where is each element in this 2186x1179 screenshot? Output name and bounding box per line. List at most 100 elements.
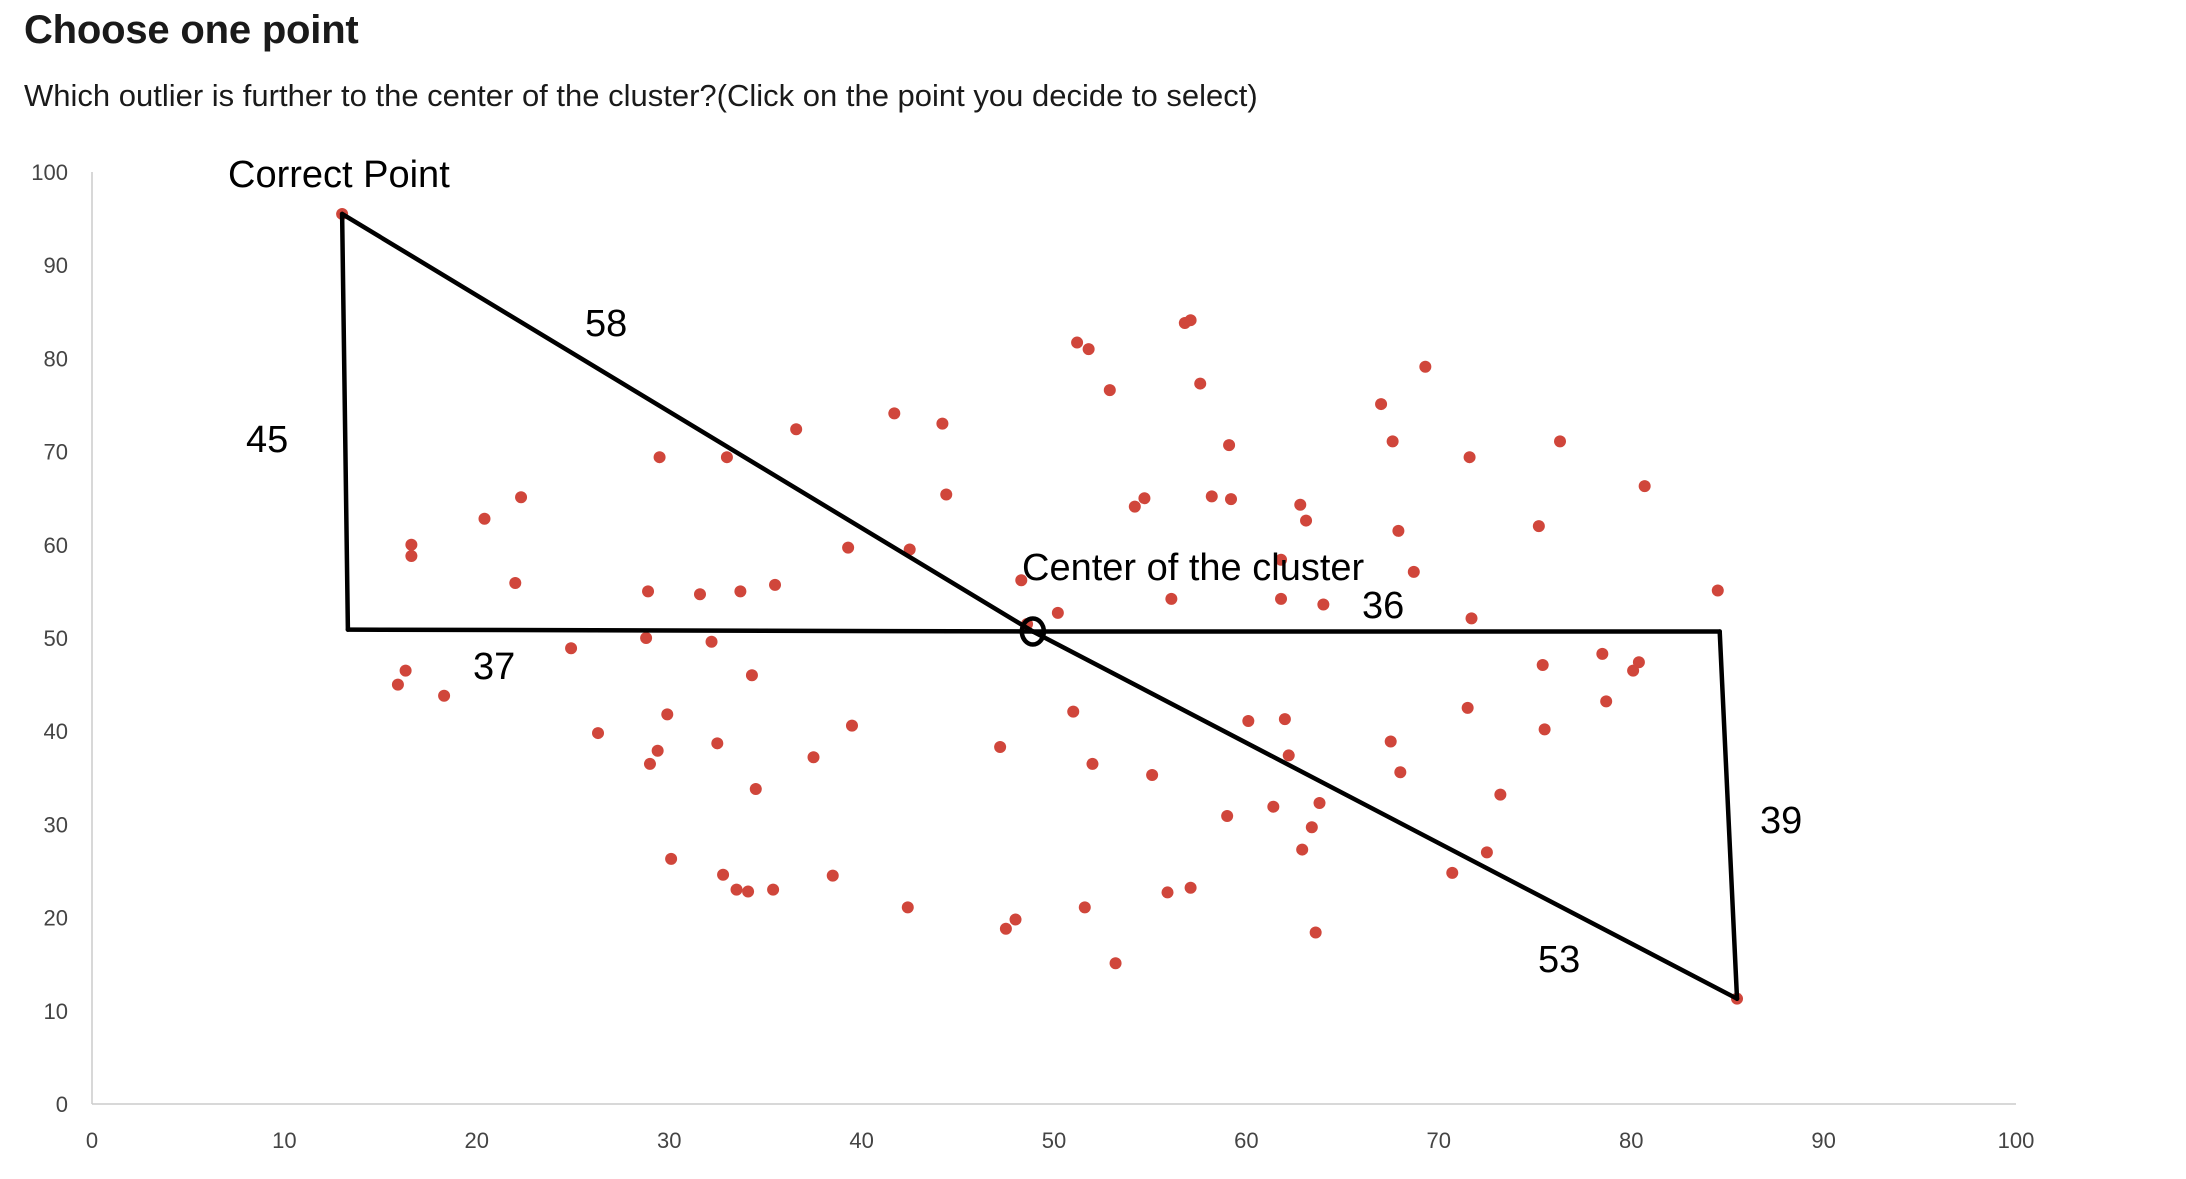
data-point[interactable] [693, 588, 706, 601]
data-point[interactable] [661, 708, 674, 721]
data-point[interactable] [643, 757, 656, 770]
data-point[interactable] [1480, 846, 1493, 859]
data-point[interactable] [1536, 659, 1549, 672]
data-point[interactable] [705, 635, 718, 648]
data-point[interactable] [1109, 957, 1122, 970]
data-point[interactable] [1392, 524, 1405, 537]
data-point[interactable] [1225, 493, 1238, 506]
data-point[interactable] [1627, 664, 1640, 677]
data-point[interactable] [1128, 500, 1141, 513]
data-point[interactable] [1275, 592, 1288, 605]
data-point[interactable] [903, 543, 916, 556]
data-point[interactable] [717, 868, 730, 881]
data-point[interactable] [1407, 565, 1420, 578]
data-point[interactable] [1184, 314, 1197, 327]
data-point[interactable] [1146, 769, 1159, 782]
data-point[interactable] [1275, 553, 1288, 566]
data-point[interactable] [940, 488, 953, 501]
data-point[interactable] [1242, 714, 1255, 727]
data-point[interactable] [405, 538, 418, 551]
data-point[interactable] [807, 751, 820, 764]
data-point[interactable] [1394, 766, 1407, 779]
data-point[interactable] [749, 782, 762, 795]
data-point[interactable] [1223, 439, 1236, 452]
data-point[interactable] [1009, 913, 1022, 926]
data-point[interactable] [1296, 843, 1309, 856]
data-point[interactable] [1313, 796, 1326, 809]
data-point[interactable] [1071, 336, 1084, 349]
data-point[interactable] [653, 451, 666, 464]
data-point[interactable] [509, 577, 522, 590]
data-point[interactable] [391, 678, 404, 691]
data-point[interactable] [1711, 584, 1724, 597]
data-point[interactable] [1419, 360, 1432, 373]
data-point[interactable] [1384, 735, 1397, 748]
data-point[interactable] [1194, 377, 1207, 390]
data-point[interactable] [1184, 881, 1197, 894]
data-point[interactable] [592, 727, 605, 740]
data-point[interactable] [1015, 574, 1028, 587]
data-point[interactable] [1463, 451, 1476, 464]
data-point[interactable] [665, 852, 678, 865]
data-point[interactable] [1165, 592, 1178, 605]
data-point[interactable] [1494, 788, 1507, 801]
data-point[interactable] [745, 669, 758, 682]
data-point[interactable] [478, 512, 491, 525]
data-point[interactable] [565, 642, 578, 655]
data-point[interactable] [640, 632, 653, 644]
data-point[interactable] [1086, 757, 1099, 770]
data-point[interactable] [720, 451, 733, 464]
data-point[interactable] [1446, 866, 1459, 879]
data-point[interactable] [1532, 520, 1545, 533]
data-point[interactable] [1294, 498, 1307, 511]
data-point[interactable] [769, 578, 782, 591]
data-point[interactable] [742, 885, 755, 898]
data-point[interactable] [1161, 886, 1174, 899]
data-point[interactable] [399, 664, 412, 677]
data-point[interactable] [515, 491, 528, 504]
data-point[interactable] [1138, 492, 1151, 505]
data-point[interactable] [711, 737, 724, 750]
data-point[interactable] [1632, 656, 1645, 669]
data-point[interactable] [888, 407, 901, 420]
data-point[interactable] [1282, 749, 1295, 762]
data-point[interactable] [1082, 343, 1095, 356]
data-point[interactable] [734, 585, 747, 598]
data-point[interactable] [842, 541, 855, 554]
data-point[interactable] [790, 423, 803, 436]
data-point[interactable] [1278, 713, 1291, 726]
data-point[interactable] [936, 417, 949, 430]
data-point[interactable] [1205, 490, 1218, 503]
data-point[interactable] [1067, 705, 1080, 718]
data-point[interactable] [1300, 514, 1313, 527]
data-point[interactable] [901, 901, 914, 914]
data-point[interactable] [1596, 647, 1609, 660]
data-point[interactable] [1309, 926, 1322, 939]
data-point[interactable] [1221, 810, 1234, 823]
data-point[interactable] [999, 922, 1012, 935]
data-point[interactable] [767, 883, 780, 896]
data-point[interactable] [642, 585, 655, 598]
data-point[interactable] [438, 689, 451, 702]
data-point[interactable] [1103, 384, 1116, 397]
data-point[interactable] [1554, 435, 1567, 448]
data-point[interactable] [1465, 612, 1478, 625]
data-point[interactable] [1538, 723, 1551, 736]
distance-label-right-diagonal: 53 [1538, 939, 1580, 981]
data-point[interactable] [1386, 435, 1399, 448]
data-point[interactable] [1461, 701, 1474, 714]
data-point[interactable] [1317, 598, 1330, 611]
data-point[interactable] [405, 549, 418, 562]
data-point[interactable] [845, 719, 858, 732]
data-point[interactable] [1078, 901, 1091, 914]
data-point[interactable] [1051, 606, 1064, 619]
data-point[interactable] [730, 883, 743, 896]
data-point[interactable] [1267, 800, 1280, 813]
data-point[interactable] [1375, 398, 1388, 411]
data-point[interactable] [651, 744, 664, 757]
data-point[interactable] [826, 869, 839, 882]
data-point[interactable] [1305, 821, 1318, 834]
data-point[interactable] [1600, 695, 1613, 708]
data-point[interactable] [1638, 480, 1651, 493]
data-point[interactable] [994, 741, 1007, 754]
